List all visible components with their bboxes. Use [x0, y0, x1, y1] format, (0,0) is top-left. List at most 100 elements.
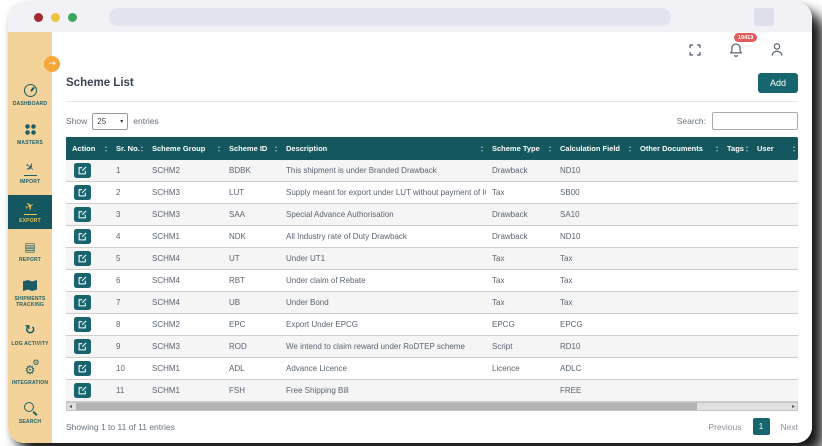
table-footer: Showing 1 to 11 of 11 entries Previous 1… [66, 418, 798, 443]
cell-description: Under claim of Rebate [286, 276, 366, 285]
edit-row-button[interactable] [74, 317, 91, 332]
cell-scheme-group: SCHM2 [152, 320, 181, 329]
title-row: Scheme List Add [66, 67, 798, 93]
cell-scheme-id: ADL [229, 364, 245, 373]
current-page-button[interactable]: 1 [752, 418, 770, 435]
next-page-button[interactable]: Next [780, 421, 798, 432]
pagination: Previous 1 Next [708, 418, 798, 435]
edit-row-button[interactable] [74, 251, 91, 266]
edit-row-button[interactable] [74, 361, 91, 376]
add-button[interactable]: Add [757, 73, 798, 93]
cell-calculation-field: Tax [560, 276, 573, 285]
table-row: 11 SCHM1 FSH Free Shipping Bill FREE [66, 380, 798, 402]
user-icon[interactable] [770, 42, 784, 57]
search-input[interactable] [712, 112, 798, 130]
column-header-scheme-group[interactable]: Scheme Group ▴ ▾ [146, 144, 223, 153]
browser-window: → DASHBOARD MASTERS IMPORT EXPORT REPORT… [8, 2, 812, 443]
window-zoom-dot[interactable] [68, 12, 77, 22]
title-divider [66, 101, 798, 102]
sidebar-toggle-button[interactable]: → [44, 56, 60, 72]
cell-calculation-field: EPCG [560, 320, 583, 329]
page-size-select[interactable]: 25 ▾ [92, 112, 129, 130]
cell-calculation-field: ND10 [560, 232, 581, 241]
sidebar-item-label: IMPORT [19, 179, 41, 185]
column-header-label: Tags [727, 144, 744, 153]
cell-scheme-group: SCHM2 [152, 166, 181, 175]
edit-row-button[interactable] [74, 229, 91, 244]
entries-label: entries [133, 116, 159, 126]
cell-sr-no: 10 [116, 364, 125, 373]
sidebar-item-integration[interactable]: INTEGRATION [8, 357, 52, 391]
sidebar-item-export[interactable]: EXPORT [8, 195, 52, 229]
cell-calculation-field: ADLC [560, 364, 582, 373]
edit-row-button[interactable] [74, 273, 91, 288]
scheme-table: Action ▴ ▾ Sr. No. ▴ ▾ Scheme Group ▴ ▾ Sch… [66, 137, 798, 402]
column-header-sr-no-[interactable]: Sr. No. ▴ ▾ [110, 144, 146, 153]
cell-description: Export Under EPCG [286, 320, 359, 329]
column-header-calculation-field[interactable]: Calculation Field ▴ ▾ [554, 144, 634, 153]
column-header-description[interactable]: Description ▴ ▾ [280, 144, 486, 153]
edit-row-button[interactable] [74, 339, 91, 354]
sidebar-item-masters[interactable]: MASTERS [8, 117, 52, 151]
edit-row-button[interactable] [74, 185, 91, 200]
edit-pencil-icon [78, 188, 87, 197]
cell-calculation-field: FREE [560, 386, 582, 395]
fullscreen-icon[interactable] [688, 43, 702, 57]
table-row: 7 SCHM4 UB Under Bond Tax Tax [66, 292, 798, 314]
column-header-scheme-id[interactable]: Scheme ID ▴ ▾ [223, 144, 280, 153]
column-header-scheme-type[interactable]: Scheme Type ▴ ▾ [486, 144, 554, 153]
table-row: 6 SCHM4 RBT Under claim of Rebate Tax Ta… [66, 270, 798, 292]
cell-scheme-id: NDK [229, 232, 246, 241]
column-header-other-documents[interactable]: Other Documents ▴ ▾ [634, 144, 721, 153]
cell-sr-no: 6 [116, 276, 121, 285]
column-header-action[interactable]: Action ▴ ▾ [66, 144, 110, 153]
sidebar-item-log-activity[interactable]: LOG ACTIVITY [8, 318, 52, 352]
edit-row-button[interactable] [74, 163, 91, 178]
cell-scheme-group: SCHM3 [152, 188, 181, 197]
cell-scheme-id: RBT [229, 276, 245, 285]
window-minimize-dot[interactable] [51, 12, 60, 22]
column-header-user[interactable]: User ▴ ▾ [751, 144, 798, 153]
edit-pencil-icon [78, 254, 87, 263]
dashboard-icon [23, 83, 38, 98]
table-row: 3 SCHM3 SAA Special Advance Authorisatio… [66, 204, 798, 226]
window-close-dot[interactable] [34, 12, 43, 22]
scroll-right-arrow-icon[interactable]: ▸ [791, 403, 795, 410]
cell-sr-no: 3 [116, 210, 121, 219]
sort-arrows-icon: ▴ ▾ [715, 144, 718, 153]
cell-sr-no: 1 [116, 166, 121, 175]
cell-scheme-id: BDBK [229, 166, 251, 175]
cell-sr-no: 11 [116, 386, 125, 395]
showing-entries-text: Showing 1 to 11 of 11 entries [66, 421, 175, 432]
cell-description: We intend to claim reward under RoDTEP s… [286, 342, 465, 351]
cell-calculation-field: Tax [560, 298, 573, 307]
cell-calculation-field: SB00 [560, 188, 580, 197]
scrollbar-thumb[interactable] [76, 403, 697, 410]
export-plane-icon [23, 200, 38, 215]
edit-row-button[interactable] [74, 383, 91, 398]
column-header-label: Action [72, 144, 96, 153]
sidebar-item-label: DASHBOARD [12, 101, 48, 107]
sort-arrows-icon: ▴ ▾ [480, 144, 483, 153]
url-bar[interactable] [109, 8, 671, 26]
sidebar-item-report[interactable]: REPORT [8, 234, 52, 268]
edit-row-button[interactable] [74, 207, 91, 222]
column-header-tags[interactable]: Tags ▴ ▾ [721, 144, 751, 153]
horizontal-scrollbar[interactable]: ◂ ▸ [66, 402, 798, 411]
sidebar-item-dashboard[interactable]: DASHBOARD [8, 78, 52, 112]
app-shell: → DASHBOARD MASTERS IMPORT EXPORT REPORT… [8, 32, 812, 443]
scroll-left-arrow-icon[interactable]: ◂ [69, 403, 73, 410]
browser-control-square[interactable] [754, 8, 774, 26]
sidebar-item-import[interactable]: IMPORT [8, 156, 52, 190]
sidebar-item-search[interactable]: SEARCH [8, 396, 52, 430]
bell-icon[interactable]: 19413 [729, 33, 758, 57]
column-header-label: Description [286, 144, 328, 153]
sidebar-item-shipments-tracking[interactable]: SHIPMENTS TRACKING [8, 273, 52, 313]
edit-row-button[interactable] [74, 295, 91, 310]
table-row: 9 SCHM3 ROD We intend to claim reward un… [66, 336, 798, 358]
previous-page-button[interactable]: Previous [708, 421, 742, 432]
edit-pencil-icon [78, 320, 87, 329]
edit-pencil-icon [78, 298, 87, 307]
page-size-value: 25 [97, 116, 107, 126]
